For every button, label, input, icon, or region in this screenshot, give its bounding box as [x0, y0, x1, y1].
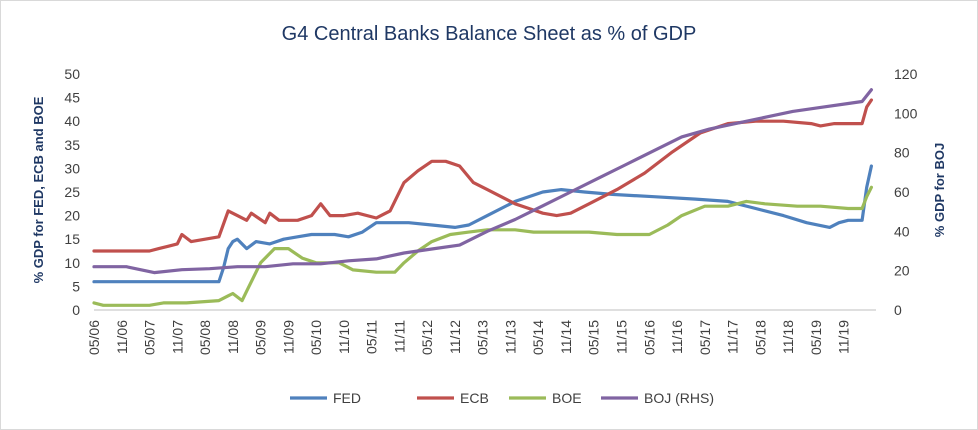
legend-label-fed: FED: [333, 390, 361, 406]
y-left-tick-label: 35: [64, 137, 80, 153]
x-tick-label: 05/18: [752, 320, 768, 355]
x-tick-label: 05/17: [697, 320, 713, 355]
y-right-tick-label: 20: [894, 263, 910, 279]
x-tick-label: 11/16: [669, 320, 685, 354]
legend-label-ecb: ECB: [460, 390, 489, 406]
x-tick-label: 11/10: [336, 320, 352, 354]
series-line-boe: [92, 185, 874, 307]
x-tick-label: 05/15: [586, 320, 602, 355]
y-right-tick-label: 60: [894, 184, 910, 200]
chart-title: G4 Central Banks Balance Sheet as % of G…: [282, 23, 697, 45]
y-left-tick-label: 30: [64, 160, 80, 176]
x-tick-label: 11/15: [614, 320, 630, 354]
y-right-tick-label: 80: [894, 145, 910, 161]
y-left-tick-label: 45: [64, 90, 80, 106]
x-tick-label: 11/19: [836, 320, 852, 354]
series-line-fed: [92, 164, 874, 284]
y-axis-left-title: % GDP for FED, ECB and BOE: [31, 96, 46, 283]
x-tick-label: 05/12: [419, 320, 435, 355]
x-tick-label: 05/13: [475, 320, 491, 355]
x-tick-label: 05/19: [808, 320, 824, 355]
x-tick-label: 11/11: [391, 320, 407, 353]
x-tick-label: 11/14: [558, 320, 574, 354]
y-left-tick-label: 20: [64, 208, 80, 224]
x-tick-label: 11/08: [225, 320, 241, 354]
x-tick-label: 11/18: [780, 320, 796, 354]
y-right-tick-label: 0: [894, 302, 902, 318]
y-left-tick-label: 0: [72, 302, 80, 318]
x-tick-label: 11/09: [280, 320, 296, 354]
x-tick-label: 11/12: [447, 320, 463, 354]
x-tick-label: 05/09: [253, 320, 269, 355]
y-axis-right: 0 20 40 60 80 100 120: [894, 66, 918, 318]
x-axis: 05/06 11/06 05/07 11/07 05/08 11/08 05/09 11/09…: [86, 320, 852, 355]
y-left-tick-label: 50: [64, 66, 80, 82]
x-tick-label: 05/07: [142, 320, 158, 355]
y-left-tick-label: 10: [64, 255, 80, 271]
y-left-tick-label: 15: [64, 231, 80, 247]
x-tick-label: 11/06: [114, 320, 130, 354]
y-axis-left: 0 5 10 15 20 25 30 35 40 45 50: [64, 66, 80, 318]
x-tick-label: 11/13: [502, 320, 518, 354]
x-tick-label: 05/16: [641, 320, 657, 355]
y-left-tick-label: 25: [64, 184, 80, 200]
series-line-boj-rhs: [92, 88, 874, 275]
x-tick-label: 11/07: [169, 320, 185, 354]
legend-label-boe: BOE: [552, 390, 582, 406]
series-lines: [92, 88, 874, 307]
x-tick-label: 05/11: [364, 320, 380, 354]
series-line-ecb: [92, 98, 874, 253]
legend-label-boj-rhs: BOJ (RHS): [644, 390, 714, 406]
y-left-tick-label: 5: [72, 278, 80, 294]
x-tick-label: 05/10: [308, 320, 324, 355]
x-tick-label: 05/14: [530, 320, 546, 355]
legend: FED ECB BOE BOJ (RHS): [290, 390, 714, 406]
y-right-tick-label: 100: [894, 105, 918, 121]
x-tick-label: 05/06: [86, 320, 102, 355]
y-right-tick-label: 40: [894, 223, 910, 239]
y-left-tick-label: 40: [64, 113, 80, 129]
y-right-tick-label: 120: [894, 66, 918, 82]
y-axis-right-title: % GDP for BOJ: [932, 143, 947, 237]
x-tick-label: 05/08: [197, 320, 213, 355]
x-tick-label: 11/17: [725, 320, 741, 354]
